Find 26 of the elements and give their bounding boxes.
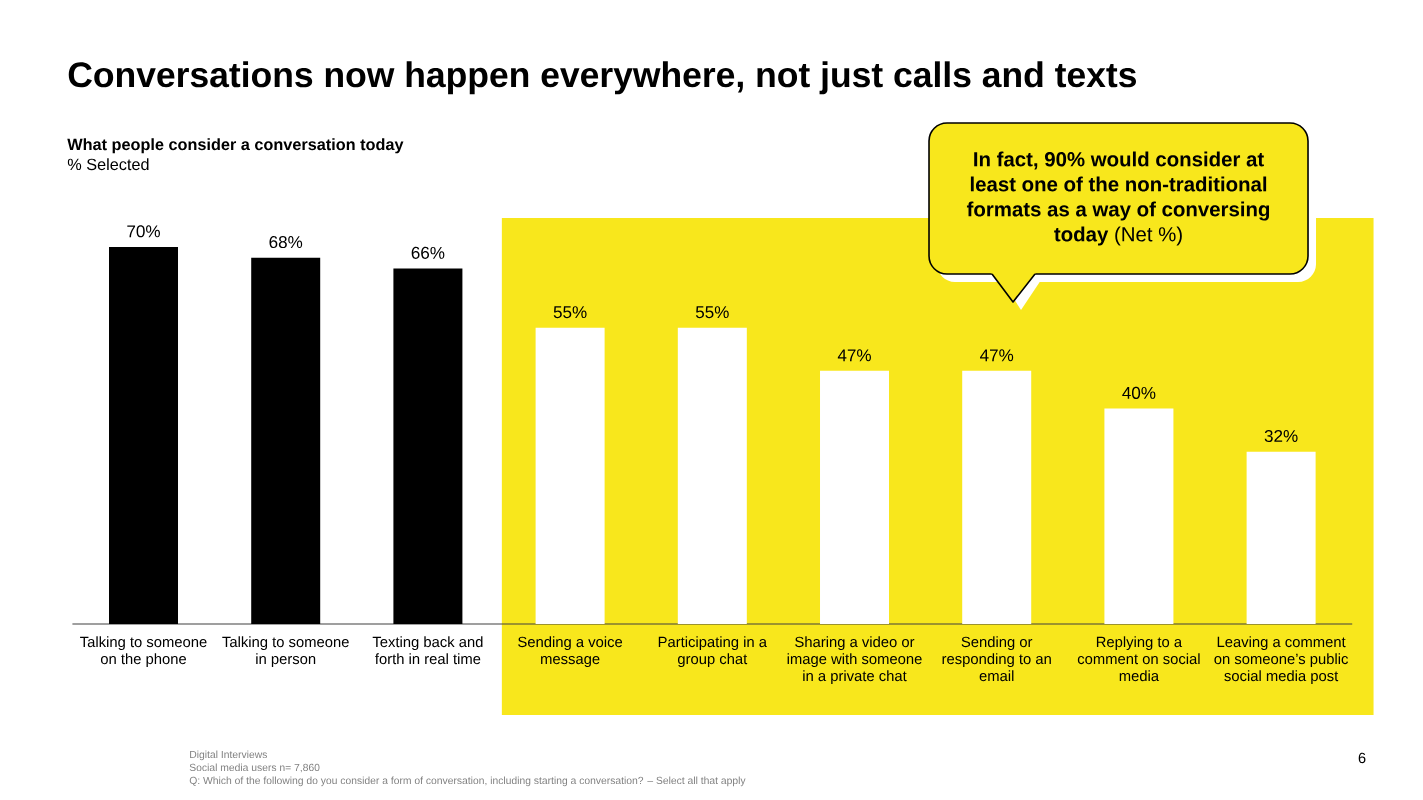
text: In fact, 90% would consider at least one of the non-traditional formats as a way of conversing today (Net %) [966,151,1270,246]
x-tick-label: Sharing a video or image with someone in a private chat [787,636,922,685]
data-label: 32% [1264,429,1298,443]
y-axis-title: % Selected [67,158,149,171]
x-tick-label: Talking to someone in person [222,636,349,668]
text: Social media users n= 7,860 [189,763,320,773]
x-tick-label: Sending a voice message [518,636,623,668]
data-label: 68% [269,236,303,249]
chart-subtitle: What people consider a conversation today [67,138,404,154]
x-tick-label: Participating in a group chat [658,636,767,668]
data-label: 70% [127,225,160,238]
data-label: 40% [1122,386,1156,399]
x-tick-label: Replying to a comment on social media [1077,636,1200,682]
x-tick-label: Leaving a comment on someone’s public social media post [1214,636,1349,685]
text: Q: Which of the following do you consider a form of conversation, including starting a conversation? – Select all that apply [189,776,746,787]
text: Digital Interviews [190,750,267,761]
data-label: 47% [980,349,1014,362]
data-label: 55% [553,306,587,319]
data-label: 66% [411,246,445,259]
x-tick-label: Talking to someone on the phone [80,636,207,668]
data-label: 55% [695,306,729,319]
data-label: 47% [837,349,871,362]
chart-title: Conversations now happen everywhere, not just calls and texts [68,61,1136,95]
x-tick-label: Sending or responding to an email [942,636,1051,682]
x-tick-label: Texting back and forth in real time [372,636,483,665]
text: 6 [1358,752,1366,764]
